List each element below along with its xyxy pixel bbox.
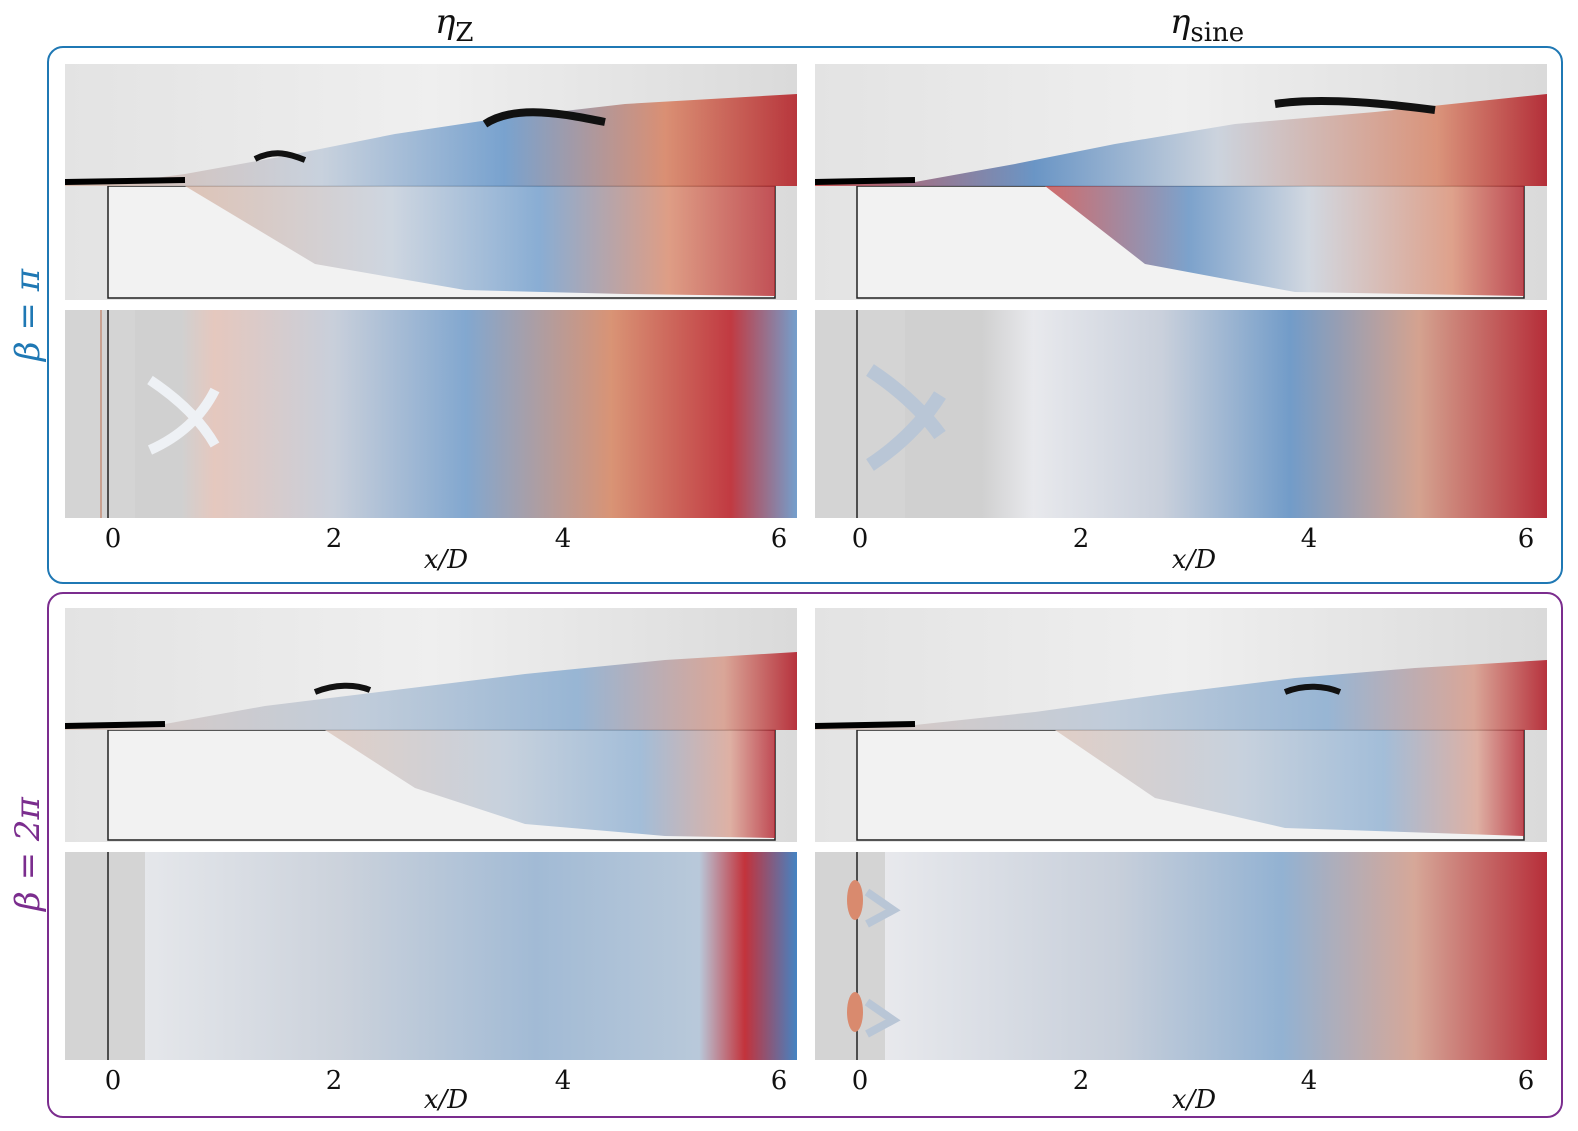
x-axis-label: x/D (1171, 545, 1217, 575)
row-label-beta-2pi: β = 2π (8, 797, 48, 911)
tick-label: 2 (1072, 524, 1090, 554)
side-view-eta-sine-beta-pi (815, 64, 1547, 300)
top-view-eta-sine-beta-pi (815, 310, 1547, 518)
column-title-eta-sine: ηsine (1170, 2, 1245, 48)
tick-label: 6 (1517, 1066, 1535, 1096)
tick-label: 0 (851, 1066, 869, 1096)
side-view-eta-z-beta-pi (65, 64, 797, 300)
top-view-eta-z-beta-pi (65, 310, 797, 518)
tick-label: 4 (1300, 1066, 1318, 1096)
tick-label: 2 (1072, 1066, 1090, 1096)
group-frame-beta-pi (47, 46, 1563, 584)
x-axis-label: x/D (423, 545, 469, 575)
side-view-render (815, 608, 1547, 842)
tick-label: 6 (770, 1066, 788, 1096)
tick-label: 2 (325, 1066, 343, 1096)
tick-label: 6 (770, 524, 788, 554)
top-view-render (815, 310, 1547, 518)
side-view-render (65, 608, 797, 842)
top-view-render (815, 852, 1547, 1060)
x-axis-label: x/D (423, 1085, 469, 1115)
tick-label: 4 (554, 1066, 572, 1096)
x-axis-label: x/D (1171, 1085, 1217, 1115)
column-title-eta-z: ηZ (435, 2, 474, 48)
row-label-beta-pi: β = π (8, 268, 49, 362)
side-view-eta-z-beta-2pi (65, 608, 797, 842)
tick-label: 0 (104, 524, 122, 554)
side-view-render (815, 64, 1547, 300)
top-view-render (65, 852, 797, 1060)
side-view-eta-sine-beta-2pi (815, 608, 1547, 842)
tick-label: 4 (554, 524, 572, 554)
group-frame-beta-2pi (47, 592, 1563, 1118)
tick-label: 2 (325, 524, 343, 554)
tick-label: 0 (104, 1066, 122, 1096)
top-view-render (65, 310, 797, 518)
tick-label: 0 (851, 524, 869, 554)
side-view-render (65, 64, 797, 300)
top-view-eta-sine-beta-2pi (815, 852, 1547, 1060)
tick-label: 6 (1517, 524, 1535, 554)
tick-label: 4 (1300, 524, 1318, 554)
top-view-eta-z-beta-2pi (65, 852, 797, 1060)
